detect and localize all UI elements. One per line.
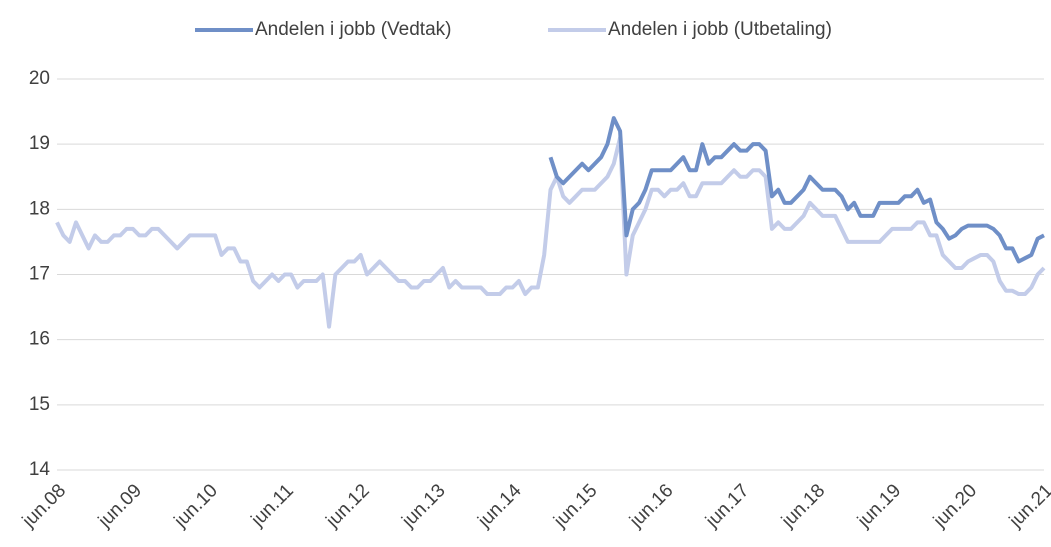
x-tick-label: jun.10 — [170, 480, 222, 532]
x-tick-label: jun.09 — [94, 480, 146, 532]
legend-label: Andelen i jobb (Vedtak) — [255, 19, 451, 40]
y-tick-label: 16 — [29, 329, 50, 350]
y-tick-label: 17 — [29, 264, 50, 285]
legend-label: Andelen i jobb (Utbetaling) — [608, 19, 832, 40]
y-tick-label: 19 — [29, 133, 50, 154]
x-tick-label: jun.16 — [625, 480, 677, 532]
x-tick-label: jun.19 — [853, 480, 905, 532]
line-series — [548, 116, 1045, 264]
x-tick-label: jun.17 — [701, 480, 753, 532]
x-tick-label: jun.13 — [398, 480, 450, 532]
y-tick-label: 15 — [29, 394, 50, 415]
x-tick-label: jun.15 — [549, 480, 601, 532]
y-tick-label: 18 — [29, 198, 50, 219]
x-tick-label: jun.08 — [18, 480, 70, 532]
x-tick-label: jun.11 — [247, 480, 298, 531]
x-tick-label: jun.21 — [1005, 480, 1051, 532]
y-tick-label: 14 — [29, 459, 51, 480]
line-series — [55, 135, 1046, 329]
x-tick-label: jun.20 — [929, 480, 981, 532]
x-tick-label: jun.18 — [777, 480, 829, 532]
y-tick-label: 20 — [29, 68, 50, 89]
x-tick-label: jun.14 — [473, 480, 525, 532]
x-tick-label: jun.12 — [322, 480, 374, 532]
